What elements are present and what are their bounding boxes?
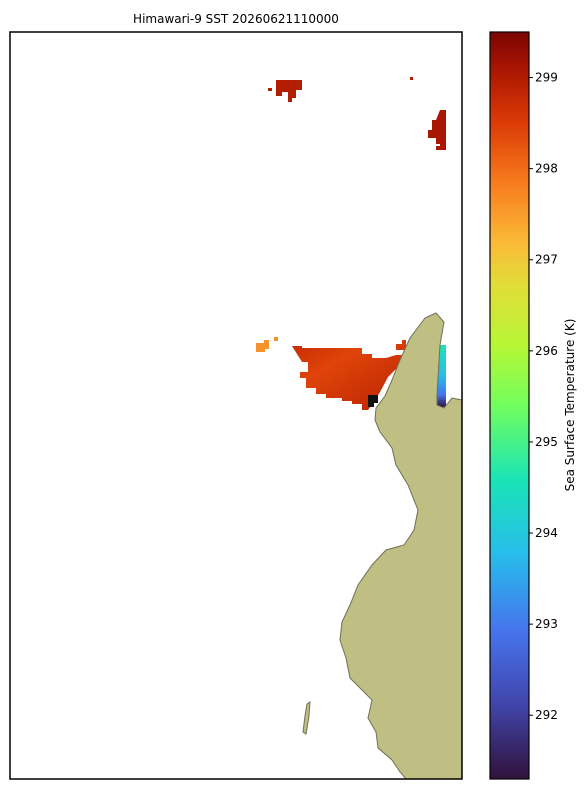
map-title: Himawari-9 SST 20260621110000	[133, 12, 339, 26]
colorbar-tick-label: 296	[535, 344, 558, 358]
sst-patch	[428, 110, 446, 150]
island	[302, 701, 311, 735]
colorbar-tick-label: 292	[535, 708, 558, 722]
sst-patch	[256, 337, 278, 352]
colorbar-tick-label: 299	[535, 71, 558, 85]
map-area	[10, 32, 462, 779]
colorbar-tick-label: 294	[535, 526, 558, 540]
sst-patch	[292, 340, 406, 410]
colorbar-label: Sea Surface Temperature (K)	[563, 319, 577, 492]
colorbar-tick-label: 293	[535, 617, 558, 631]
colorbar-tick-label: 298	[535, 162, 558, 176]
colorbar-scale	[489, 31, 530, 780]
colorbar-tick-label: 295	[535, 435, 558, 449]
colorbar: 292 293 294 295 296 297 298 299	[489, 31, 558, 780]
colorbar-tick-label: 297	[535, 253, 558, 267]
land	[339, 312, 462, 779]
map-frame	[9, 31, 463, 780]
sst-patch	[368, 395, 378, 407]
sst-patch	[268, 77, 413, 102]
